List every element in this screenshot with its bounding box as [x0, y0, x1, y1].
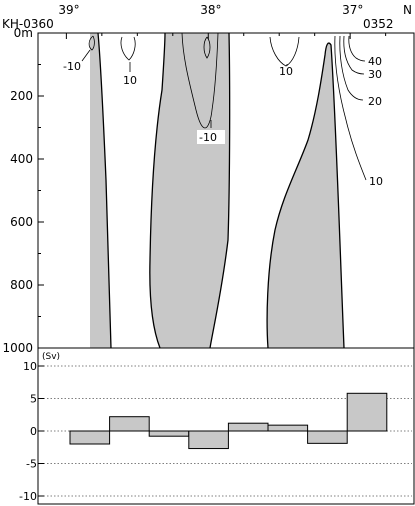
- contour-zero-west: [97, 32, 112, 349]
- negative-region-east: [267, 43, 344, 348]
- station-end-label: 0352: [363, 17, 394, 31]
- depth-tick-label: 400: [10, 152, 33, 166]
- negative-region-west: [90, 33, 111, 348]
- lat-tick-label: 38°: [200, 3, 221, 17]
- transport-bar: [188, 430, 229, 450]
- depth-labels: 0m 200 400 600 800 1000: [2, 26, 33, 355]
- contour-label-10-east: 10: [369, 175, 383, 188]
- transport-frame: [37, 347, 415, 505]
- contour-east-10: [334, 35, 367, 181]
- contour-central-small-loop: [203, 36, 211, 59]
- lat-tick-label: 39°: [58, 3, 79, 17]
- contour-east-20: [339, 35, 364, 101]
- transport-tick-label: 10: [23, 360, 37, 373]
- contour-minus10-central: [181, 32, 219, 129]
- transport-unit-label: (Sv): [42, 352, 60, 362]
- depth-tick-label: 600: [10, 215, 33, 229]
- transport-ticks: 10 5 0 -5 -10: [19, 360, 44, 503]
- transport-tick-label: -5: [26, 458, 37, 471]
- transport-bar: [346, 392, 388, 432]
- transport-bar: [307, 430, 348, 444]
- transport-bar: [227, 422, 269, 432]
- contour-10-loop-b: [269, 36, 300, 67]
- transport-tick-label: 0: [30, 425, 37, 438]
- transport-tick-label: -10: [19, 490, 37, 503]
- contour-east-40: [348, 35, 366, 62]
- contour-10-loop-a: [120, 36, 136, 61]
- station-start-label: KH-0360: [2, 17, 54, 31]
- contour-label-40: 40: [368, 55, 382, 68]
- depth-tick-label: 800: [10, 278, 33, 292]
- depth-tick-label: 200: [10, 89, 33, 103]
- contour-label-10-b: 10: [279, 65, 293, 78]
- latitude-labels: 39° 38° 37°: [58, 3, 363, 17]
- transport-bar: [148, 430, 190, 437]
- contour-label-minus10-west: -10: [63, 60, 81, 73]
- transport-bar: [267, 424, 309, 432]
- north-label: N: [403, 3, 412, 17]
- depth-tick-label: 0m: [14, 26, 33, 40]
- contour-label-30: 30: [368, 68, 382, 81]
- contour-east-30: [343, 35, 365, 75]
- contour-label-bg: [197, 130, 225, 144]
- lat-tick-label: 37°: [342, 3, 363, 17]
- contour-zero-east: [266, 42, 345, 349]
- transport-bar: [69, 430, 111, 445]
- depth-tick-label: 1000: [2, 341, 33, 355]
- transport-bars: [69, 392, 388, 450]
- leader-minus10-west: [81, 49, 91, 62]
- transport-bar: [109, 416, 150, 432]
- contour-zero-central: [149, 32, 231, 349]
- contour-west-loop: [88, 35, 95, 51]
- negative-region-central: [149, 33, 230, 348]
- contour-label-20: 20: [368, 95, 382, 108]
- contour-label-10-a: 10: [123, 74, 137, 87]
- velocity-section: [81, 32, 367, 349]
- transport-tick-label: 5: [30, 393, 37, 406]
- contour-label-minus10-central: -10: [199, 131, 217, 144]
